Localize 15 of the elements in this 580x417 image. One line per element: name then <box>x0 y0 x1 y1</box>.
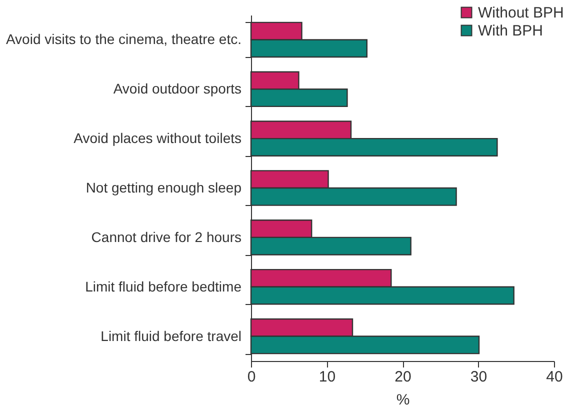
legend-label: With BPH <box>478 22 544 40</box>
y-tick-label: Limit fluid before travel <box>100 328 242 344</box>
x-tick-label: 20 <box>394 368 412 386</box>
x-tick-label: 0 <box>247 368 256 386</box>
x-tick-label: 10 <box>318 368 336 386</box>
y-tick-label: Avoid visits to the cinema, theatre etc. <box>6 31 242 48</box>
y-tick-label: Not getting enough sleep <box>86 180 242 196</box>
y-tick-label: Avoid outdoor sports <box>113 80 242 97</box>
x-axis-title: % <box>396 392 410 408</box>
y-tick-label: Cannot drive for 2 hours <box>91 228 242 245</box>
x-tick-label: 30 <box>470 368 488 386</box>
x-tick-label: 40 <box>546 368 563 386</box>
y-tick-label: Avoid places without toilets <box>74 130 242 146</box>
legend-label: Without BPH <box>478 4 564 22</box>
y-tick-label: Limit fluid before bedtime <box>85 278 242 294</box>
